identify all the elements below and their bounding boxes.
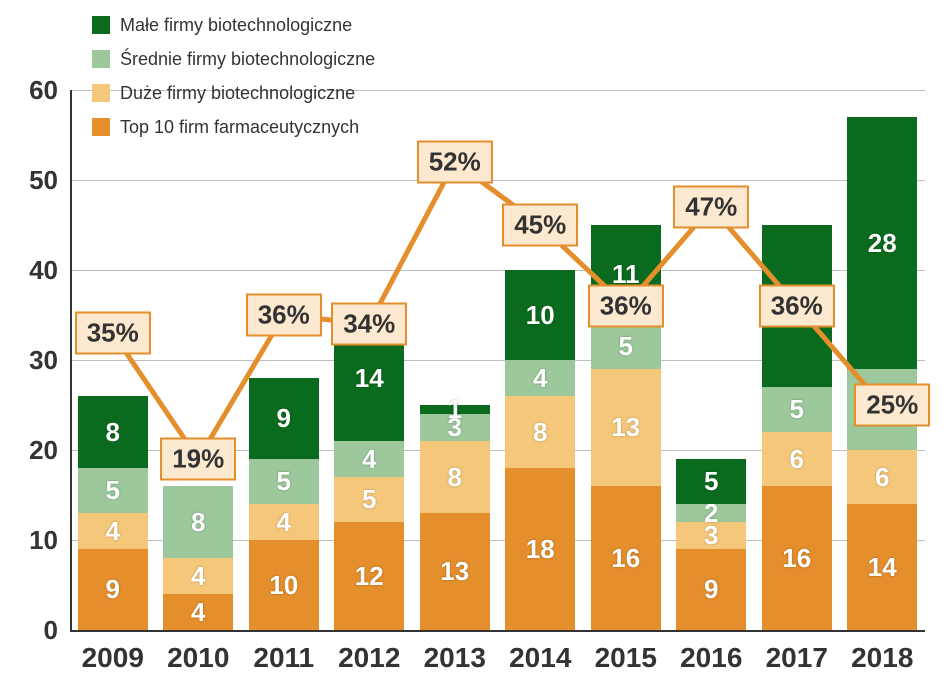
x-tick-label: 2016	[680, 642, 742, 674]
percent-label: 25%	[854, 384, 930, 427]
x-tick-label: 2014	[509, 642, 571, 674]
legend-swatch	[92, 16, 110, 34]
x-tick-label: 2009	[82, 642, 144, 674]
y-tick-label: 40	[29, 255, 58, 286]
y-tick-label: 20	[29, 435, 58, 466]
percent-label: 35%	[75, 312, 151, 355]
percent-label: 34%	[331, 303, 407, 346]
legend: Małe firmy biotechnologiczne Średnie firm…	[92, 8, 375, 144]
chart-container: Małe firmy biotechnologiczne Średnie firm…	[0, 0, 945, 698]
x-tick-label: 2010	[167, 642, 229, 674]
x-tick-label: 2012	[338, 642, 400, 674]
x-tick-label: 2018	[851, 642, 913, 674]
legend-label: Top 10 firm farmaceutycznych	[120, 117, 359, 138]
x-tick-label: 2013	[424, 642, 486, 674]
legend-swatch	[92, 84, 110, 102]
percent-label: 36%	[588, 285, 664, 328]
legend-item: Średnie firmy biotechnologiczne	[92, 42, 375, 76]
legend-label: Średnie firmy biotechnologiczne	[120, 49, 375, 70]
y-tick-label: 50	[29, 165, 58, 196]
x-tick-label: 2017	[766, 642, 828, 674]
percent-label: 36%	[759, 285, 835, 328]
y-tick-label: 10	[29, 525, 58, 556]
percent-label: 45%	[502, 204, 578, 247]
legend-swatch	[92, 118, 110, 136]
legend-item: Małe firmy biotechnologiczne	[92, 8, 375, 42]
percent-label: 52%	[417, 141, 493, 184]
plot-area: 0102030405060945820094482010104592011125…	[70, 90, 925, 630]
x-axis	[70, 630, 925, 632]
percent-label: 47%	[673, 186, 749, 229]
percent-label: 36%	[246, 294, 322, 337]
y-tick-label: 60	[29, 75, 58, 106]
y-tick-label: 30	[29, 345, 58, 376]
legend-label: Duże firmy biotechnologiczne	[120, 83, 355, 104]
trend-line	[70, 90, 925, 630]
legend-swatch	[92, 50, 110, 68]
legend-item: Top 10 firm farmaceutycznych	[92, 110, 375, 144]
percent-label: 19%	[160, 438, 236, 481]
legend-label: Małe firmy biotechnologiczne	[120, 15, 352, 36]
x-tick-label: 2011	[253, 642, 314, 674]
y-tick-label: 0	[44, 615, 58, 646]
x-tick-label: 2015	[595, 642, 657, 674]
legend-item: Duże firmy biotechnologiczne	[92, 76, 375, 110]
